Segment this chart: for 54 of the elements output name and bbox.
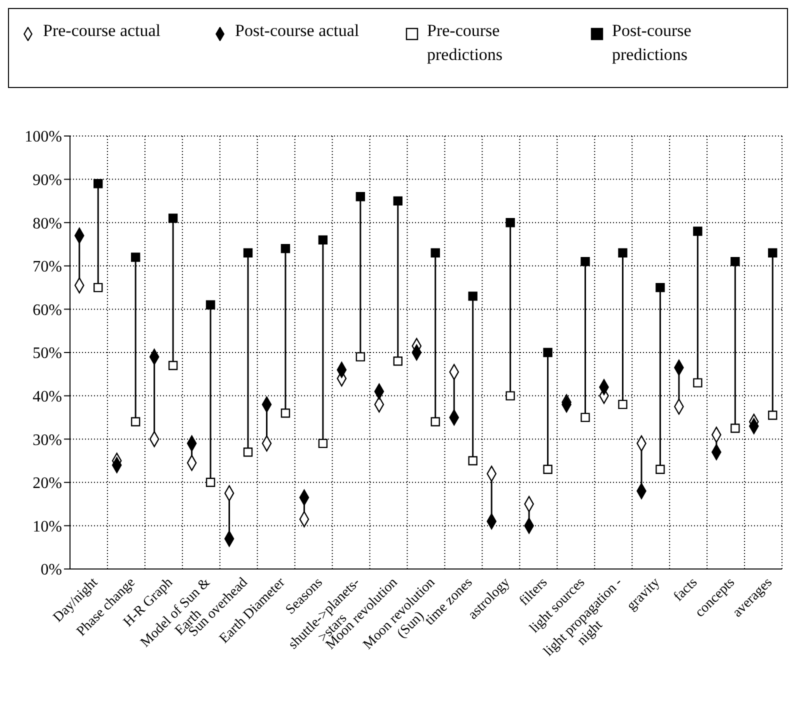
point bbox=[356, 352, 366, 362]
point bbox=[94, 282, 103, 292]
point bbox=[130, 417, 140, 426]
y-tick-label: 80% bbox=[32, 215, 62, 232]
point bbox=[393, 356, 402, 366]
point bbox=[618, 248, 628, 258]
y-tick-label: 70% bbox=[32, 258, 62, 276]
point bbox=[693, 226, 702, 236]
point bbox=[243, 248, 253, 258]
point bbox=[168, 360, 178, 370]
point bbox=[280, 408, 290, 418]
y-tick-label: 40% bbox=[32, 388, 62, 406]
legend-label: Pre-course predictions bbox=[427, 20, 504, 66]
point bbox=[580, 412, 590, 422]
y-tick-label: 20% bbox=[32, 475, 62, 492]
x-tick-label: facts bbox=[671, 575, 701, 605]
point bbox=[356, 192, 366, 202]
y-tick-label: 60% bbox=[32, 302, 62, 319]
point bbox=[206, 300, 216, 310]
point bbox=[506, 218, 515, 228]
legend-label: Post-course actual bbox=[235, 20, 360, 42]
point bbox=[543, 464, 552, 474]
point bbox=[693, 378, 702, 388]
y-tick-label: 30% bbox=[32, 432, 62, 449]
point bbox=[168, 214, 178, 223]
point bbox=[543, 348, 552, 358]
point bbox=[430, 248, 440, 258]
point bbox=[243, 447, 253, 457]
point bbox=[318, 438, 328, 448]
point bbox=[468, 292, 478, 301]
point bbox=[656, 282, 665, 292]
y-tick-label: 100% bbox=[24, 128, 62, 146]
point bbox=[94, 179, 103, 188]
point bbox=[768, 248, 778, 258]
point bbox=[618, 400, 628, 410]
point bbox=[730, 256, 740, 266]
point bbox=[580, 256, 590, 266]
legend-label: Post-course predictions bbox=[612, 20, 692, 66]
point bbox=[393, 196, 402, 206]
point bbox=[730, 424, 740, 433]
y-tick-label: 50% bbox=[32, 345, 62, 362]
point bbox=[280, 244, 290, 254]
y-tick-label: 0% bbox=[40, 562, 62, 579]
y-tick-label: 10% bbox=[32, 518, 62, 536]
legend-label: Pre-course actual bbox=[43, 20, 162, 42]
point bbox=[206, 478, 216, 487]
point bbox=[318, 235, 328, 245]
point bbox=[430, 417, 440, 426]
point bbox=[130, 252, 140, 262]
point bbox=[506, 391, 515, 400]
point bbox=[768, 410, 778, 420]
point bbox=[468, 456, 478, 466]
y-tick-label: 90% bbox=[32, 172, 62, 189]
point bbox=[656, 464, 665, 474]
